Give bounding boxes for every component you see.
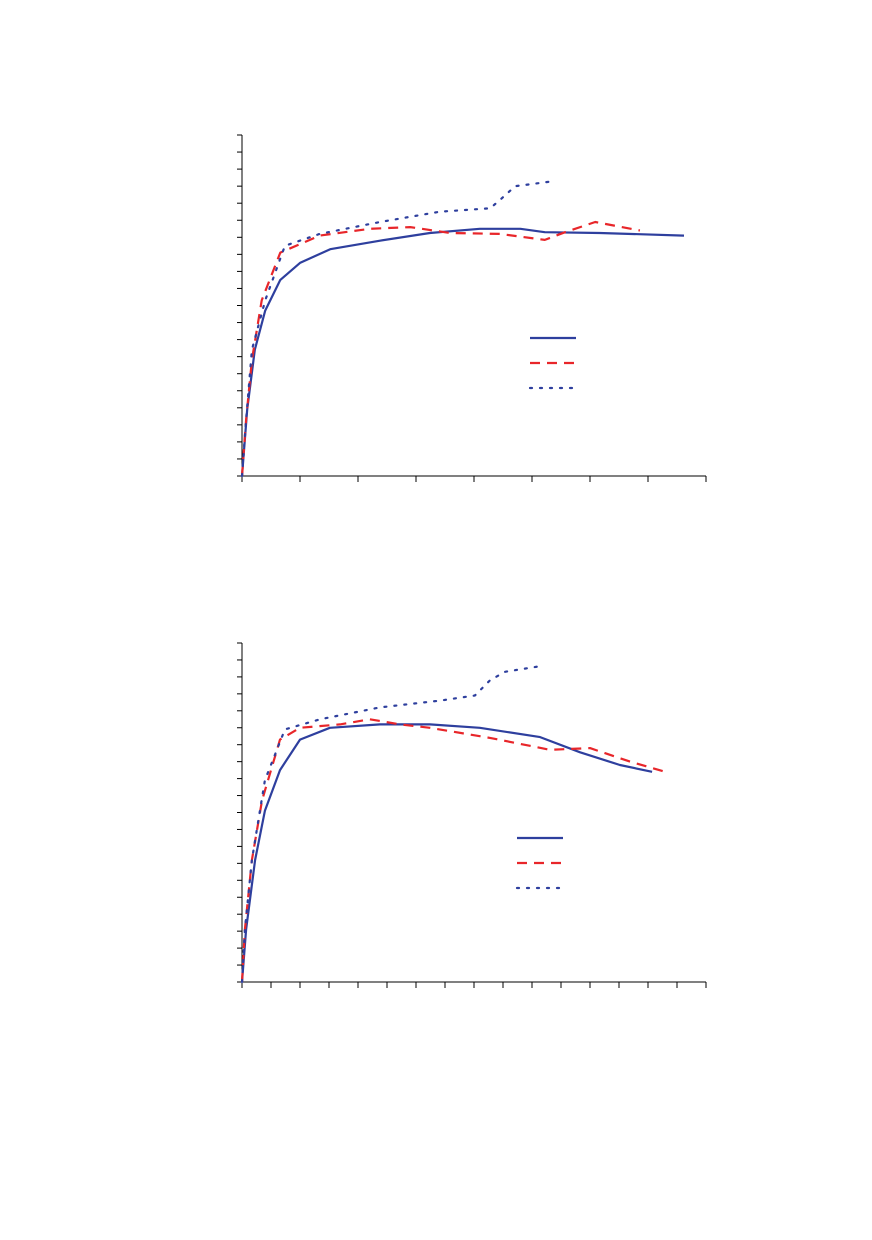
series-line <box>240 179 557 478</box>
series-line <box>240 227 685 477</box>
series-line <box>240 723 653 983</box>
series-line <box>240 665 538 984</box>
series-line <box>240 220 641 477</box>
